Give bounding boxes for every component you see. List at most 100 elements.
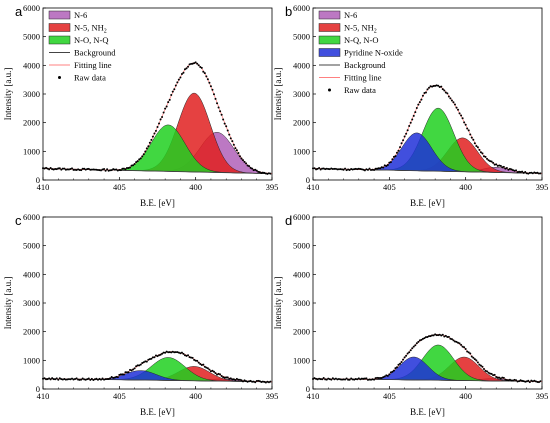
raw-data-point bbox=[490, 160, 493, 163]
raw-data-point bbox=[86, 378, 89, 381]
raw-data-point bbox=[356, 168, 359, 171]
raw-data-point bbox=[446, 336, 449, 338]
y-tick-label: 2000 bbox=[293, 118, 310, 128]
raw-data-point bbox=[429, 335, 432, 338]
raw-data-point bbox=[46, 378, 49, 381]
raw-data-point bbox=[392, 369, 395, 372]
raw-data-point bbox=[527, 379, 530, 382]
raw-data-point bbox=[432, 334, 435, 337]
raw-data-point bbox=[122, 167, 125, 170]
raw-data-point bbox=[90, 168, 93, 171]
raw-data-point bbox=[52, 168, 55, 171]
raw-data-point bbox=[403, 135, 406, 138]
y-tick-label: 1000 bbox=[23, 355, 40, 365]
raw-data-point bbox=[257, 379, 260, 382]
raw-data-point bbox=[121, 373, 124, 376]
raw-data-point bbox=[187, 65, 190, 68]
raw-data-point bbox=[133, 367, 136, 370]
x-tick-label: 405 bbox=[113, 182, 126, 192]
x-tick-label: 400 bbox=[189, 391, 202, 401]
raw-data-point bbox=[106, 378, 109, 381]
raw-data-point bbox=[443, 89, 446, 92]
raw-data-point bbox=[330, 378, 333, 381]
raw-data-point bbox=[452, 339, 455, 342]
raw-data-point bbox=[386, 163, 389, 166]
legend-label-text: Raw data bbox=[344, 85, 376, 95]
y-tick-label: 3000 bbox=[293, 298, 310, 308]
raw-data-point bbox=[264, 172, 267, 175]
raw-data-point bbox=[345, 169, 348, 172]
raw-data-point bbox=[521, 379, 524, 382]
raw-data-point bbox=[127, 371, 130, 374]
raw-data-point bbox=[376, 376, 379, 379]
raw-data-point bbox=[373, 378, 376, 381]
raw-data-point bbox=[142, 361, 145, 364]
raw-data-point bbox=[357, 167, 360, 170]
y-tick-label: 5000 bbox=[23, 32, 40, 42]
raw-data-point bbox=[43, 167, 46, 170]
raw-data-point bbox=[200, 66, 203, 69]
raw-data-point bbox=[144, 360, 147, 363]
raw-data-point bbox=[72, 168, 75, 171]
raw-data-point bbox=[533, 379, 536, 382]
raw-data-point bbox=[486, 370, 489, 373]
raw-data-point bbox=[524, 170, 527, 173]
raw-data-point bbox=[208, 81, 211, 84]
raw-data-point bbox=[478, 148, 481, 151]
raw-data-point bbox=[405, 132, 408, 135]
x-axis-title: B.E. [eV] bbox=[410, 198, 445, 208]
raw-data-point bbox=[209, 370, 212, 373]
raw-data-point bbox=[72, 378, 75, 381]
raw-data-point bbox=[69, 378, 72, 381]
raw-data-point bbox=[112, 168, 115, 171]
raw-data-point bbox=[469, 352, 472, 355]
raw-data-point bbox=[479, 151, 482, 154]
raw-data-point bbox=[241, 159, 244, 162]
raw-data-point bbox=[258, 380, 261, 383]
raw-data-point bbox=[71, 377, 74, 380]
x-tick-label: 395 bbox=[536, 182, 549, 192]
raw-data-point bbox=[312, 167, 314, 170]
raw-data-point bbox=[150, 357, 153, 360]
y-tick-label: 3000 bbox=[23, 298, 40, 308]
legend-label-subscript: 2 bbox=[104, 29, 107, 35]
raw-data-point bbox=[165, 105, 168, 108]
raw-data-point bbox=[395, 151, 398, 154]
raw-data-point bbox=[118, 169, 121, 172]
raw-data-point bbox=[243, 379, 246, 382]
raw-data-point bbox=[330, 167, 333, 170]
raw-data-point bbox=[57, 167, 60, 170]
legend-label-text: N-6 bbox=[74, 10, 87, 20]
raw-data-point bbox=[383, 375, 386, 378]
raw-data-point bbox=[379, 167, 382, 170]
raw-data-point bbox=[243, 160, 246, 163]
raw-data-point bbox=[43, 377, 46, 380]
legend-label-text: Raw data bbox=[74, 73, 106, 83]
raw-data-point bbox=[328, 168, 331, 171]
raw-data-point bbox=[54, 378, 57, 381]
raw-data-point bbox=[177, 351, 180, 354]
raw-data-point bbox=[458, 112, 461, 115]
raw-data-point bbox=[69, 167, 72, 170]
raw-data-point bbox=[147, 145, 150, 148]
raw-data-point bbox=[354, 378, 357, 380]
raw-data-point bbox=[136, 364, 139, 367]
raw-data-point bbox=[525, 172, 528, 175]
raw-data-point bbox=[460, 343, 463, 346]
raw-data-point bbox=[182, 71, 185, 74]
raw-data-point bbox=[222, 376, 225, 379]
raw-data-point bbox=[211, 369, 214, 372]
raw-data-point bbox=[342, 378, 345, 381]
raw-data-point bbox=[246, 164, 249, 167]
raw-data-point bbox=[412, 114, 415, 117]
raw-data-point bbox=[337, 168, 340, 171]
raw-data-series bbox=[42, 350, 272, 384]
raw-data-point bbox=[267, 172, 270, 175]
raw-data-point bbox=[142, 153, 145, 156]
raw-data-point bbox=[417, 103, 420, 106]
raw-data-point bbox=[511, 169, 514, 172]
raw-data-point bbox=[344, 378, 347, 381]
raw-data-point bbox=[464, 123, 467, 126]
x-tick-label: 400 bbox=[189, 182, 202, 192]
raw-data-point bbox=[251, 167, 254, 170]
